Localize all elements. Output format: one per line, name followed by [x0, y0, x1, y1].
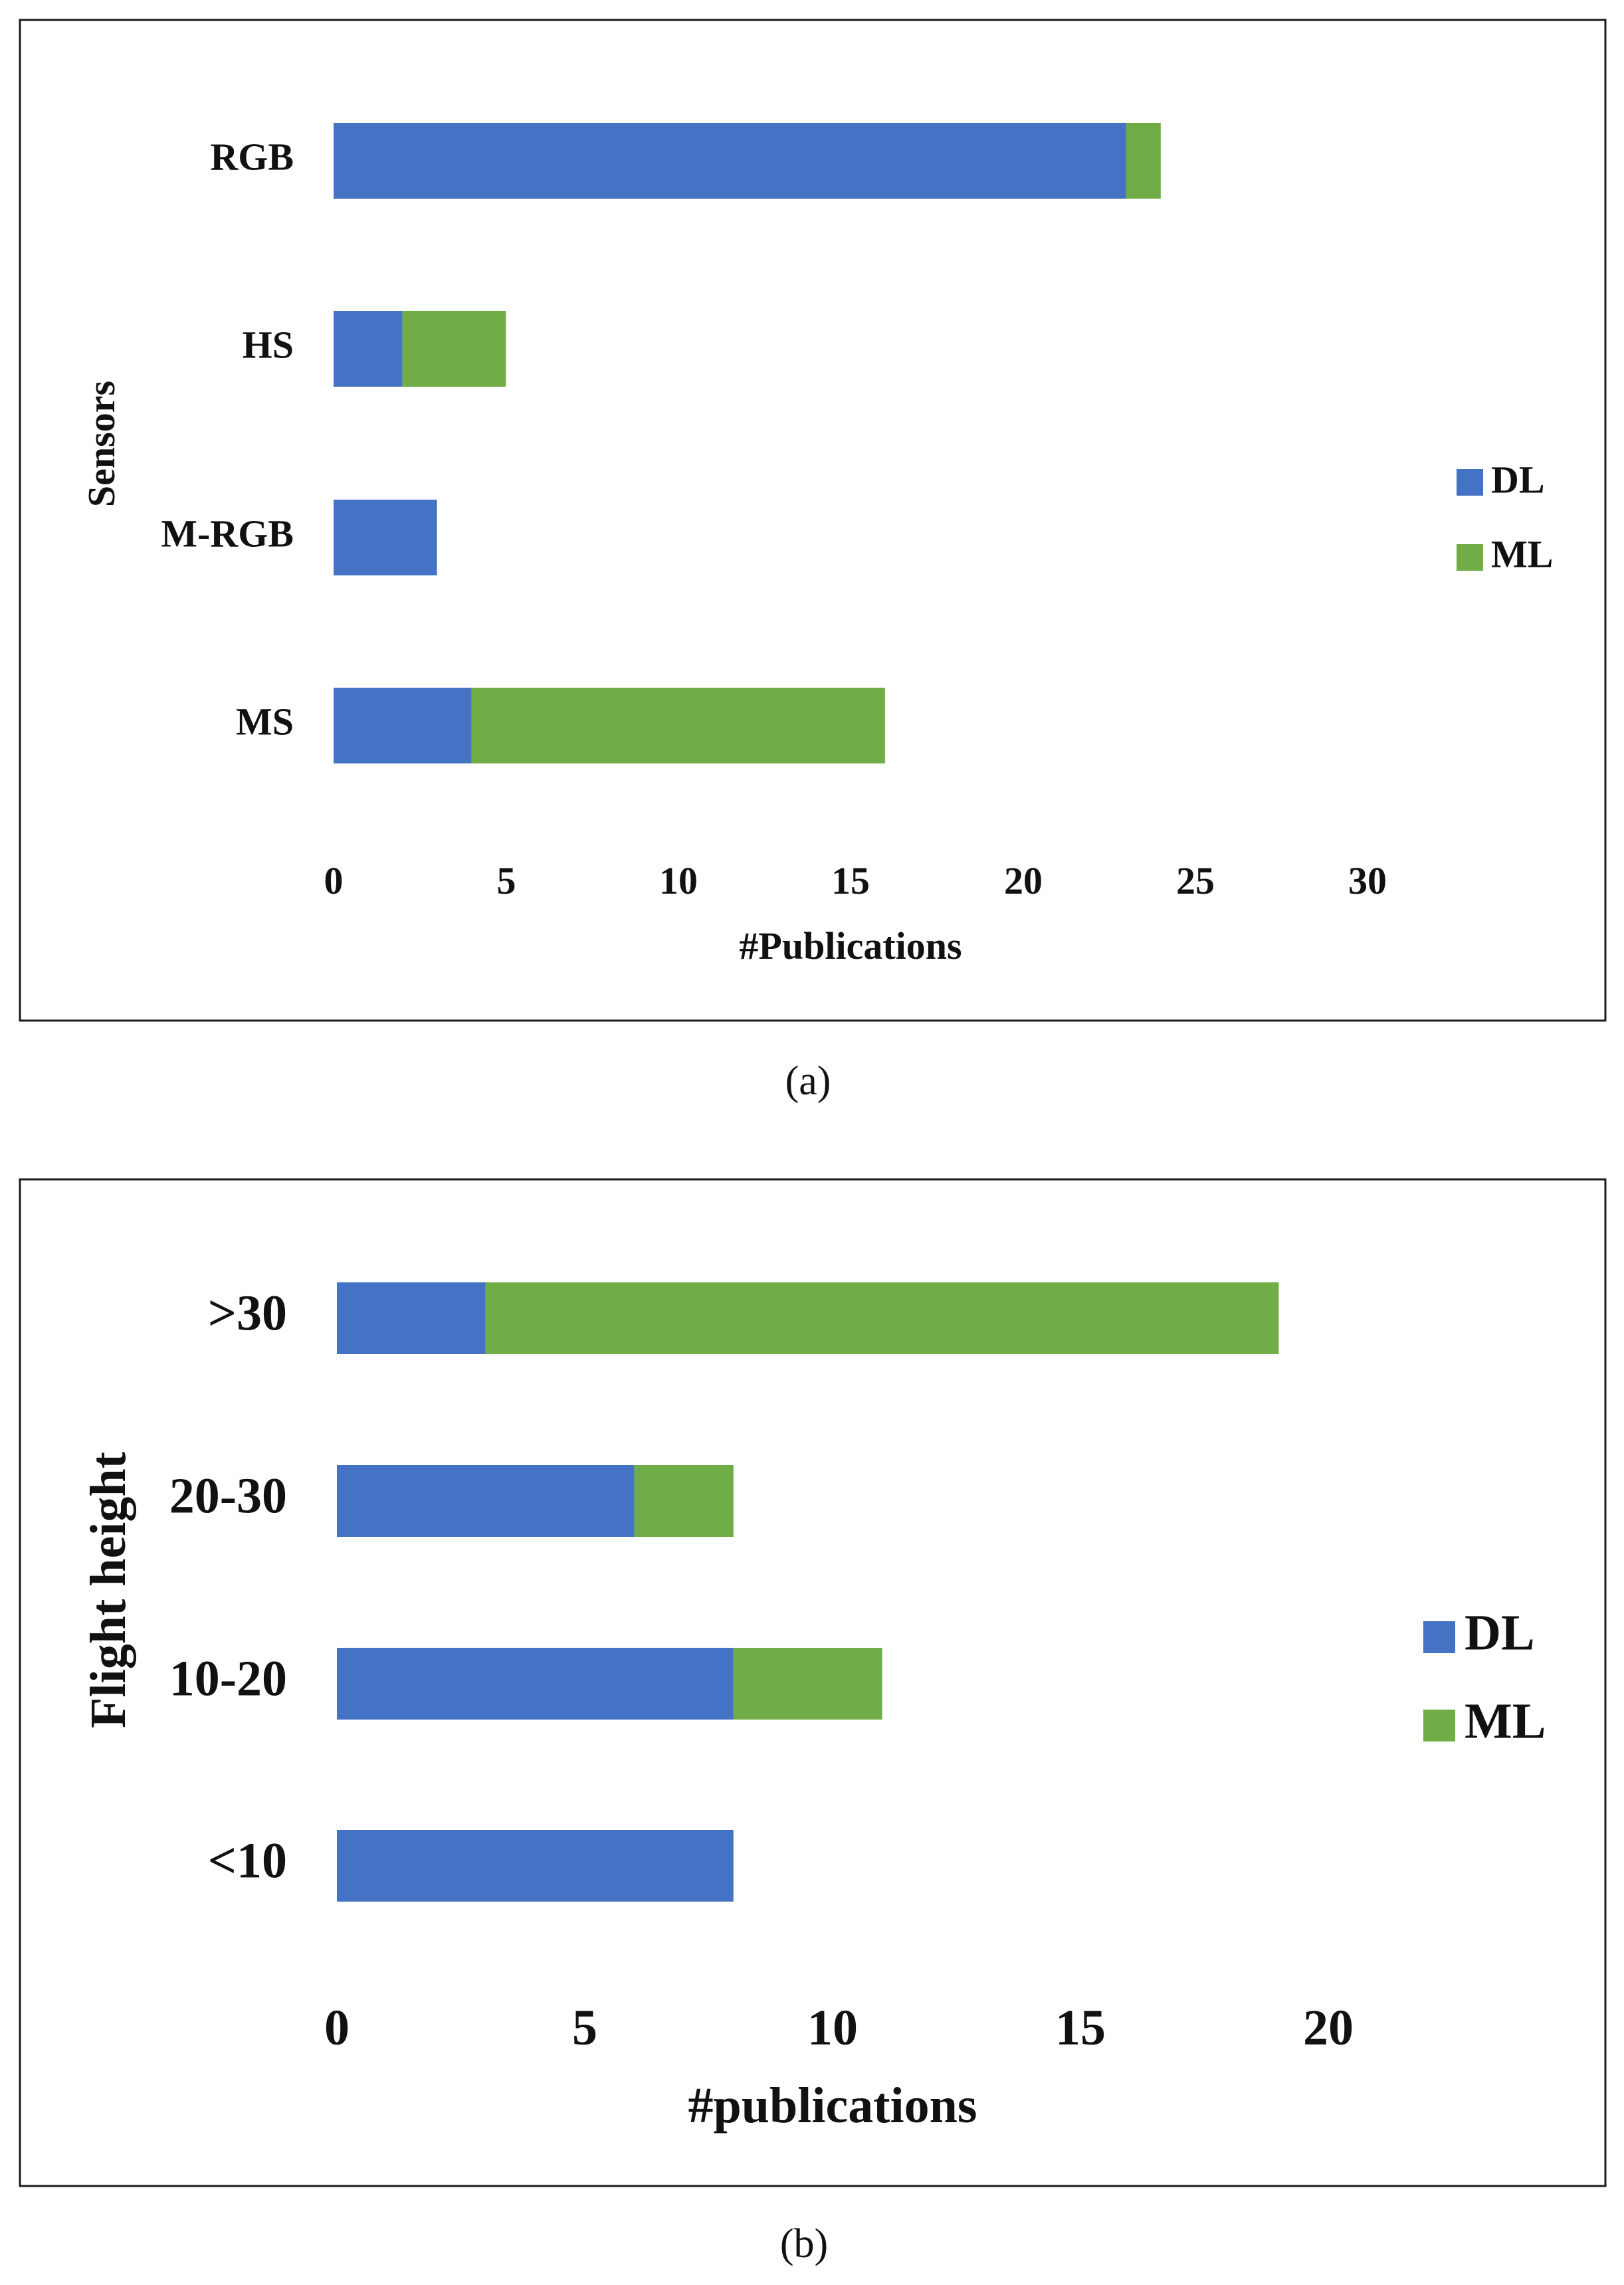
- chart-b-x-tick-label: 15: [1055, 2000, 1106, 2056]
- chart-a-bar-dl: [334, 500, 437, 575]
- chart-b-x-tick-label: 20: [1303, 2000, 1354, 2056]
- chart-a-bar-dl: [334, 123, 1126, 199]
- chart-b-bar-ml: [634, 1465, 734, 1537]
- chart-a-category-label: MS: [236, 700, 294, 743]
- chart-b-bar-dl: [337, 1282, 486, 1354]
- chart-a-x-tick-label: 30: [1348, 859, 1387, 902]
- chart-a-bar-ml: [1126, 123, 1161, 199]
- chart-b-y-axis-title: Flight height: [80, 1452, 136, 1728]
- chart-b-category-label: <10: [208, 1833, 287, 1888]
- chart-b-bar-ml: [485, 1282, 1279, 1354]
- chart-b-bar-ml: [733, 1648, 882, 1720]
- chart-b: >30 20-30 10-20 <10 0 5 10 15 20 #public…: [19, 1178, 1607, 2187]
- chart-a-x-tick-label: 25: [1176, 859, 1215, 902]
- chart-b-legend-swatch-ml: [1423, 1710, 1455, 1741]
- chart-a-caption: (a): [785, 1058, 831, 1104]
- chart-b-x-tick-label: 0: [324, 2000, 350, 2056]
- chart-a-legend-swatch-ml: [1457, 544, 1483, 571]
- chart-a-bar-ml: [471, 688, 885, 763]
- chart-b-x-tick-label: 10: [807, 2000, 858, 2056]
- chart-a-x-tick-label: 0: [324, 859, 344, 902]
- chart-b-bar-dl: [337, 1465, 635, 1537]
- chart-b-category-label: >30: [208, 1285, 287, 1341]
- chart-b-legend-label-ml: ML: [1465, 1693, 1546, 1749]
- chart-a-category-label: HS: [243, 323, 294, 366]
- chart-b-legend-label-dl: DL: [1465, 1605, 1535, 1660]
- chart-b-bar-dl: [337, 1830, 734, 1902]
- chart-a-x-tick-label: 5: [497, 859, 516, 902]
- chart-a-bar-dl: [334, 311, 403, 387]
- chart-a-legend-swatch-dl: [1457, 469, 1483, 496]
- chart-b-bars: [337, 1282, 1279, 1902]
- chart-b-caption: (b): [780, 2221, 828, 2266]
- chart-a-y-axis-title: Sensors: [80, 381, 123, 507]
- chart-a-legend-label-ml: ML: [1491, 532, 1553, 575]
- chart-b-category-label: 10-20: [169, 1650, 287, 1706]
- chart-a-x-tick-label: 10: [659, 859, 698, 902]
- chart-a-bar-dl: [334, 688, 472, 763]
- chart-a-x-axis-title: #Publications: [739, 924, 962, 967]
- chart-b-legend-swatch-dl: [1423, 1621, 1455, 1653]
- chart-a-bars: [334, 123, 1161, 763]
- chart-a-bar-ml: [402, 311, 506, 387]
- chart-a-legend-label-dl: DL: [1491, 458, 1545, 501]
- chart-a-x-tick-label: 15: [831, 859, 870, 902]
- chart-a-category-label: RGB: [210, 135, 294, 178]
- chart-b-x-tick-label: 5: [572, 2000, 597, 2056]
- chart-a-category-label: M-RGB: [161, 512, 294, 555]
- chart-b-category-label: 20-30: [169, 1468, 287, 1524]
- chart-b-x-axis-title: #publications: [688, 2078, 977, 2134]
- chart-a-x-tick-label: 20: [1004, 859, 1043, 902]
- chart-b-bar-dl: [337, 1648, 734, 1720]
- chart-a: RGB HS M-RGB MS 0 5 10 15 20 25 30 #Publ…: [19, 19, 1607, 1022]
